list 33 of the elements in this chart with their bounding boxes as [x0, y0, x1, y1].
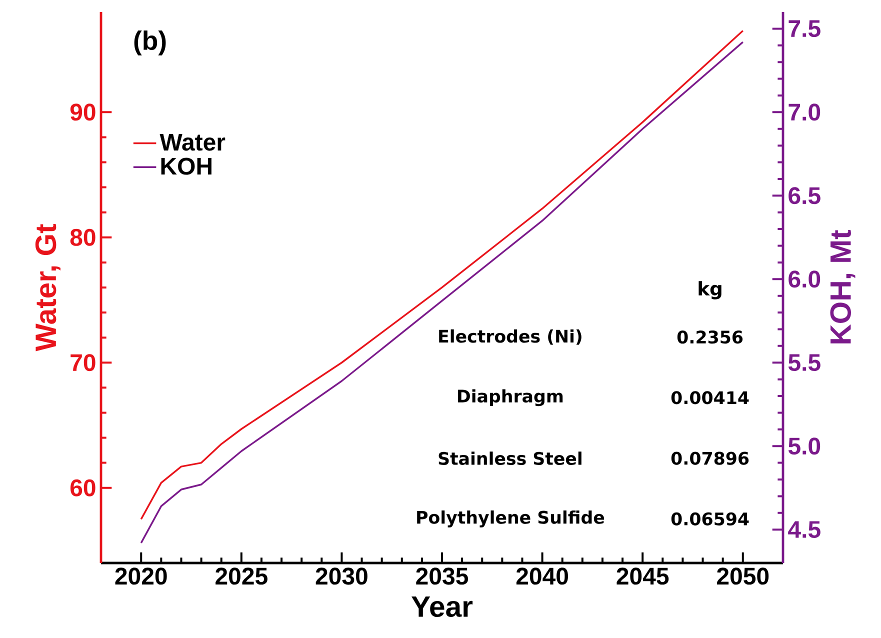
annotation: Polythylene Sulfide — [417, 510, 604, 528]
x-tick-label: 2050 — [717, 568, 769, 585]
y2-tick-label: 7.0 — [788, 104, 820, 121]
y2-tick-label: 4.5 — [788, 521, 820, 538]
y2-axis-title: KOH, Mt — [830, 230, 856, 344]
annotation: Diaphragm — [458, 389, 563, 406]
x-tick-label: 2030 — [316, 568, 368, 585]
y2-tick-label: 6.0 — [788, 270, 820, 288]
annotation: Electrodes (Ni) — [439, 329, 582, 345]
y-tick-label: 70 — [70, 354, 96, 372]
y2-tick-label: 6.5 — [788, 187, 820, 204]
y-tick-label: 60 — [70, 479, 96, 496]
y-tick-label: 80 — [70, 228, 96, 246]
x-tick-label: 2040 — [516, 568, 568, 585]
annotation: Stainless Steel — [438, 452, 582, 466]
legend-label: KOH — [161, 158, 212, 175]
y2-tick-label: 7.5 — [788, 20, 820, 38]
x-tick-label: 2045 — [616, 568, 669, 585]
y-tick-label: 90 — [70, 104, 96, 121]
x-tick-label: 2020 — [115, 568, 167, 585]
x-axis-title: Year — [412, 596, 473, 618]
y2-tick-label: 5.0 — [788, 438, 820, 455]
annotation: kg — [698, 281, 722, 300]
annotation: (b) — [134, 30, 166, 56]
y-axis-title: Water, Gt — [35, 224, 60, 352]
annotation: 0.07896 — [671, 452, 749, 465]
x-tick-label: 2035 — [416, 568, 468, 585]
annotation: 0.2356 — [677, 330, 743, 344]
y2-tick-label: 5.5 — [788, 354, 820, 371]
legend-label: Water — [160, 134, 226, 151]
x-tick-label: 2025 — [216, 568, 268, 585]
annotation: 0.00414 — [671, 391, 749, 404]
annotation: 0.06594 — [671, 512, 749, 526]
